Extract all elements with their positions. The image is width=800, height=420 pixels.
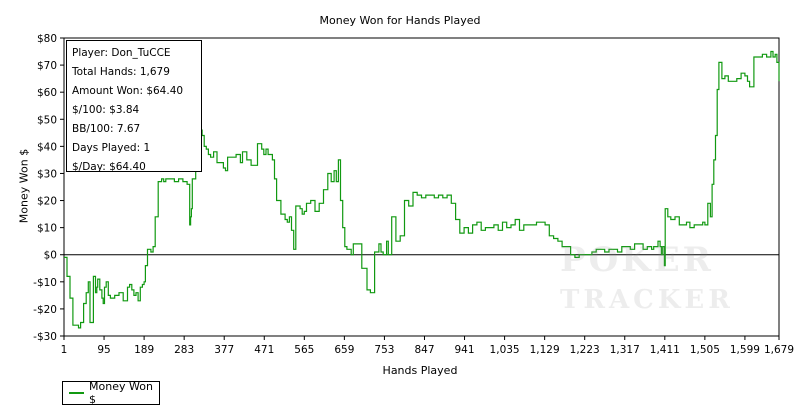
x-tick-label: 1,129 — [530, 344, 560, 356]
plot-frame — [63, 37, 780, 337]
legend: Money Won $ — [62, 380, 160, 406]
stat-amount-won: Amount Won: $64.40 — [72, 85, 184, 97]
x-tick-label: 377 — [214, 344, 234, 356]
x-tick-label: 1,679 — [764, 344, 794, 356]
y-tick-label: $0 — [44, 250, 57, 262]
y-tick-label: $40 — [37, 141, 57, 153]
x-tick-label: 95 — [97, 344, 110, 356]
y-tick-label: $20 — [37, 196, 57, 208]
y-tick-label: -$30 — [33, 331, 57, 343]
y-tick-label: $30 — [37, 168, 57, 180]
x-tick-label: 1,599 — [730, 344, 760, 356]
y-tick-label: -$10 — [33, 277, 57, 289]
x-tick-label: 565 — [294, 344, 314, 356]
y-tick-label: $70 — [37, 60, 57, 72]
x-tick-label: 471 — [254, 344, 274, 356]
stat-bb-per-100: BB/100: 7.67 — [72, 123, 141, 135]
x-axis-label: Hands Played — [382, 364, 458, 377]
x-tick-label: 847 — [414, 344, 434, 356]
x-tick-label: 1,411 — [650, 344, 680, 356]
watermark-text-poker: POKER — [560, 240, 714, 280]
series-line-money-won — [64, 50, 780, 329]
stat-days-played: Days Played: 1 — [72, 142, 151, 154]
stat-total-hands: Total Hands: 1,679 — [72, 66, 170, 78]
x-tick-label: 753 — [374, 344, 394, 356]
y-tick-label: $80 — [37, 33, 57, 45]
watermark-text-tracker: TRACKER — [560, 285, 734, 315]
x-tick-label: 1,223 — [570, 344, 600, 356]
stat-player: Player: Don_TuCCE — [72, 47, 171, 59]
y-axis-label: Money Won $ — [17, 148, 31, 224]
stat-per-100: $/100: $3.84 — [72, 104, 140, 116]
x-tick-label: 659 — [334, 344, 354, 356]
x-tick-label: 1,505 — [690, 344, 720, 356]
x-tick-label: 189 — [134, 344, 154, 356]
stat-per-day: $/Day: $64.40 — [72, 161, 146, 173]
stats-box: Player: Don_TuCCE Total Hands: 1,679 Amo… — [66, 40, 202, 173]
x-tick-label: 1,035 — [490, 344, 520, 356]
legend-label: Money Won $ — [89, 380, 153, 406]
x-tick-label: 1,317 — [610, 344, 640, 356]
y-tick-label: $60 — [37, 87, 57, 99]
y-tick-label: $50 — [37, 114, 57, 126]
y-tick-label: -$20 — [33, 304, 57, 316]
y-tick-label: $10 — [37, 223, 57, 235]
legend-swatch — [69, 392, 85, 394]
chart-title: Money Won for Hands Played — [319, 14, 481, 27]
x-tick-label: 283 — [174, 344, 194, 356]
x-tick-label: 941 — [455, 344, 475, 356]
x-tick-label: 1 — [61, 344, 68, 356]
